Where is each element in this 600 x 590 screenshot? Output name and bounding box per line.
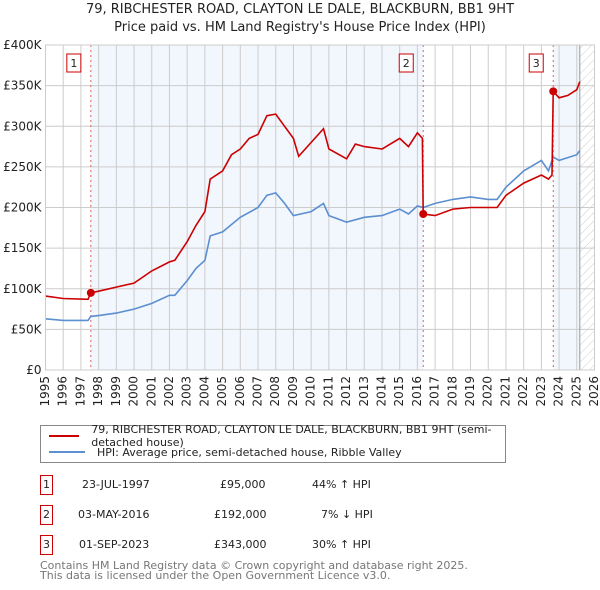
x-tick-label: 2020 [481, 376, 495, 407]
y-tick-label: £200K [3, 201, 43, 215]
sale-date: 01-SEP-2023 [79, 538, 150, 551]
x-tick-label: 2019 [463, 376, 477, 407]
y-tick-label: £400K [3, 38, 43, 52]
chart-subtitle: Price paid vs. HM Land Registry's House … [114, 20, 486, 35]
plot-border [45, 44, 595, 371]
x-tick-label: 2010 [304, 376, 318, 407]
table-row: 2 03-MAY-2016 £192,000 7% ↓ HPI [40, 505, 600, 525]
x-tick-label: 2015 [392, 376, 406, 407]
sale-label: 3 [533, 57, 540, 70]
sale-point [419, 210, 428, 218]
legend-red-line [49, 435, 80, 437]
sale-label-box [528, 53, 544, 73]
x-tick-label: 2008 [268, 376, 282, 407]
x-tick-label: 2023 [534, 376, 548, 407]
sale-marker: 1 [40, 475, 53, 495]
x-tick-label: 2022 [516, 376, 530, 407]
sale-price: £192,000 [214, 508, 267, 521]
footer-licence: This data is licensed under the Open Gov… [40, 569, 391, 582]
sale-date: 23-JUL-1997 [82, 478, 150, 491]
y-tick-label: £350K [3, 79, 43, 93]
x-tick-label: 2017 [428, 376, 442, 407]
y-tick-label: £50K [11, 322, 43, 336]
y-tick-label: £150K [3, 241, 43, 255]
x-tick-label: 2009 [286, 376, 300, 407]
x-tick-label: 2018 [445, 376, 459, 407]
sale-price: £343,000 [214, 538, 267, 551]
chart-title: 79, RIBCHESTER ROAD, CLAYTON LE DALE, BL… [85, 2, 515, 17]
sale-date: 03-MAY-2016 [78, 508, 150, 521]
sale-label-box [398, 53, 414, 73]
legend-label: 79, RIBCHESTER ROAD, CLAYTON LE DALE, BL… [91, 423, 492, 449]
y-tick-label: £300K [3, 119, 43, 133]
x-tick-label: 2025 [569, 376, 583, 407]
legend-blue-line [49, 451, 85, 453]
y-tick-label: £250K [3, 160, 43, 174]
table-row: 1 23-JUL-1997 £95,000 44% ↑ HPI [40, 475, 600, 495]
sale-marker: 3 [40, 535, 53, 555]
x-tick-label: 2003 [180, 376, 194, 407]
sale-label-box [66, 53, 82, 73]
sale-marker: 2 [40, 505, 53, 525]
sale-hpi: 7% ↓ HPI [321, 508, 373, 521]
x-tick-label: 2007 [251, 376, 265, 407]
x-tick-label: 2004 [197, 376, 211, 407]
price-chart: 1995 1996 1997 1998 1999 2000 2001 2002 2003 2004… [3, 38, 600, 407]
y-tick-label: £100K [3, 282, 43, 296]
x-tick-label: 1999 [109, 376, 123, 407]
legend-item-property: 79, RIBCHESTER ROAD, CLAYTON LE DALE, BL… [49, 423, 505, 449]
x-tick-label: 2024 [552, 376, 566, 407]
sale-point [549, 87, 558, 96]
sale-hpi: 30% ↑ HPI [312, 538, 371, 551]
x-tick-label: 2006 [233, 376, 247, 407]
x-tick-label: 1996 [56, 376, 70, 407]
legend: 79, RIBCHESTER ROAD, CLAYTON LE DALE, BL… [40, 423, 506, 463]
x-tick-label: 2000 [127, 376, 141, 407]
x-tick-label: 2005 [215, 376, 229, 407]
y-tick-label: £0 [26, 363, 41, 377]
x-tick-label: 2021 [498, 376, 512, 407]
footer: Contains HM Land Registry data © Crown c… [40, 559, 468, 582]
sale-price: £95,000 [220, 478, 266, 491]
footer-copyright: Contains HM Land Registry data © Crown c… [40, 559, 468, 572]
sale-label: 2 [403, 57, 410, 70]
x-tick-label: 2012 [339, 376, 353, 407]
x-tick-label: 2011 [321, 376, 335, 407]
legend-label: HPI: Average price, semi-detached house,… [97, 445, 402, 459]
sale-point [86, 288, 95, 297]
x-tick-label: 2013 [357, 376, 371, 407]
x-tick-label: 2026 [587, 376, 600, 407]
legend-item-hpi: HPI: Average price, semi-detached house,… [49, 444, 402, 460]
table-row: 3 01-SEP-2023 £343,000 30% ↑ HPI [40, 535, 600, 555]
x-tick-label: 1998 [91, 376, 105, 407]
x-tick-label: 1997 [73, 376, 87, 407]
sale-label: 1 [70, 57, 77, 70]
series-line [45, 150, 581, 322]
x-tick-label: 2014 [374, 376, 388, 407]
x-tick-label: 2001 [144, 376, 158, 407]
x-tick-label: 2016 [410, 376, 424, 407]
x-tick-label: 2002 [162, 376, 176, 407]
series-line [45, 81, 581, 301]
sale-hpi: 44% ↑ HPI [312, 478, 371, 491]
x-tick-label: 1995 [38, 376, 52, 407]
